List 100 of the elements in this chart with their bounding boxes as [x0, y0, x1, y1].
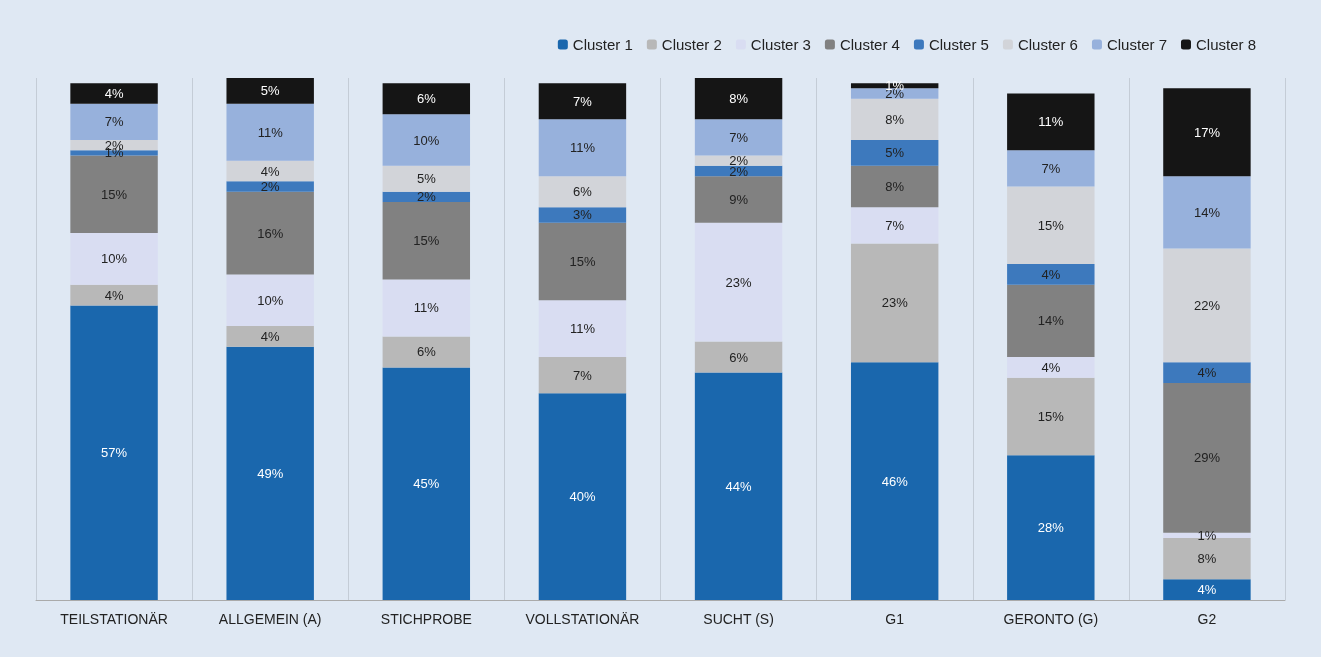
data-label: 4%	[1197, 582, 1217, 598]
data-label: 22%	[1193, 297, 1221, 313]
x-tick-label: ALLGEMEIN (A)	[218, 611, 322, 627]
data-label: 10%	[413, 132, 440, 148]
data-label: 2%	[416, 189, 437, 205]
bar	[1163, 248, 1251, 363]
bar	[70, 103, 158, 141]
data-label: 23%	[881, 295, 909, 311]
data-label: 7%	[729, 129, 749, 145]
data-label: 7%	[104, 114, 124, 130]
data-label: 7%	[573, 93, 593, 109]
x-tick-label: G1	[885, 611, 905, 627]
bar	[694, 119, 783, 156]
bar	[538, 357, 627, 394]
bar	[382, 279, 471, 337]
data-label: 57%	[101, 445, 128, 461]
data-label: 15%	[101, 186, 128, 202]
bar	[538, 222, 627, 301]
bar	[382, 83, 471, 115]
bar	[1007, 186, 1095, 265]
bar	[226, 191, 314, 275]
legend-label: Cluster 1	[572, 36, 633, 53]
bar	[850, 140, 939, 166]
bar	[1007, 93, 1095, 151]
data-label: 6%	[573, 184, 593, 200]
bar	[1163, 362, 1251, 383]
data-label: 15%	[413, 233, 440, 249]
data-label: 6%	[729, 349, 749, 365]
data-label: 5%	[416, 171, 437, 187]
data-label: 14%	[1193, 204, 1221, 220]
data-label: 7%	[1041, 160, 1061, 176]
data-label: 6%	[416, 91, 437, 107]
data-label: 46%	[881, 473, 909, 489]
data-label: 9%	[729, 191, 749, 207]
data-label: 23%	[725, 274, 753, 290]
data-label: 5%	[885, 145, 905, 161]
data-label: 4%	[104, 86, 124, 101]
bar	[1007, 455, 1095, 600]
data-label: 4%	[260, 328, 281, 344]
bar	[226, 274, 314, 327]
bar	[850, 243, 939, 363]
bar	[382, 336, 471, 368]
data-label: 17%	[1193, 124, 1221, 140]
data-label: 10%	[257, 292, 284, 308]
bar	[226, 160, 314, 182]
data-label: 11%	[569, 321, 596, 337]
bar	[382, 202, 471, 280]
bar	[382, 367, 471, 600]
data-label: 4%	[1197, 365, 1217, 381]
data-label: 15%	[569, 253, 596, 269]
legend-label: Cluster 2	[661, 36, 722, 53]
bar	[694, 176, 783, 223]
data-label: 44%	[725, 478, 753, 494]
data-label: 4%	[1041, 359, 1061, 375]
data-label: 10%	[101, 251, 128, 267]
data-label: 11%	[1038, 114, 1064, 130]
data-label: 4%	[260, 163, 281, 179]
data-label: 7%	[885, 217, 905, 233]
data-label: 1%	[1197, 527, 1217, 543]
data-label: 5%	[260, 83, 281, 99]
data-label: 4%	[104, 287, 124, 303]
data-label: 40%	[569, 489, 596, 505]
bar	[538, 176, 627, 208]
bar	[850, 98, 939, 141]
data-label: 6%	[416, 344, 437, 360]
bar	[850, 88, 939, 99]
data-label: 11%	[413, 300, 440, 316]
bar	[538, 119, 627, 177]
x-tick-label: GERONTO (G)	[1003, 611, 1099, 627]
bar	[382, 114, 471, 166]
bar	[226, 181, 314, 192]
data-label: 15%	[1037, 409, 1065, 425]
legend-label: Cluster 8	[1195, 36, 1257, 53]
bar	[694, 341, 783, 373]
x-tick-label: STICHPROBE	[380, 611, 472, 627]
bar	[850, 207, 939, 244]
bar	[1007, 150, 1095, 187]
data-label: 28%	[1037, 520, 1065, 536]
bar	[70, 83, 158, 104]
bar	[850, 362, 939, 600]
bar	[694, 222, 783, 342]
data-label: 4%	[1041, 266, 1061, 282]
data-label: 7%	[573, 367, 593, 383]
data-label: 8%	[1197, 551, 1217, 567]
legend-label: Cluster 4	[839, 36, 900, 53]
data-label: 11%	[257, 124, 284, 140]
bar	[538, 300, 627, 358]
data-label: 49%	[257, 465, 284, 481]
data-label: 2%	[260, 179, 281, 195]
x-tick-label: G2	[1197, 611, 1217, 627]
bar	[1007, 264, 1095, 285]
bar	[1163, 88, 1251, 177]
legend-label: Cluster 7	[1106, 36, 1167, 53]
bar	[226, 326, 314, 347]
bar	[382, 165, 471, 192]
bar	[1007, 377, 1095, 456]
bar	[1163, 579, 1251, 600]
bar	[70, 305, 158, 600]
data-label: 8%	[885, 111, 905, 127]
bar	[1163, 176, 1251, 249]
